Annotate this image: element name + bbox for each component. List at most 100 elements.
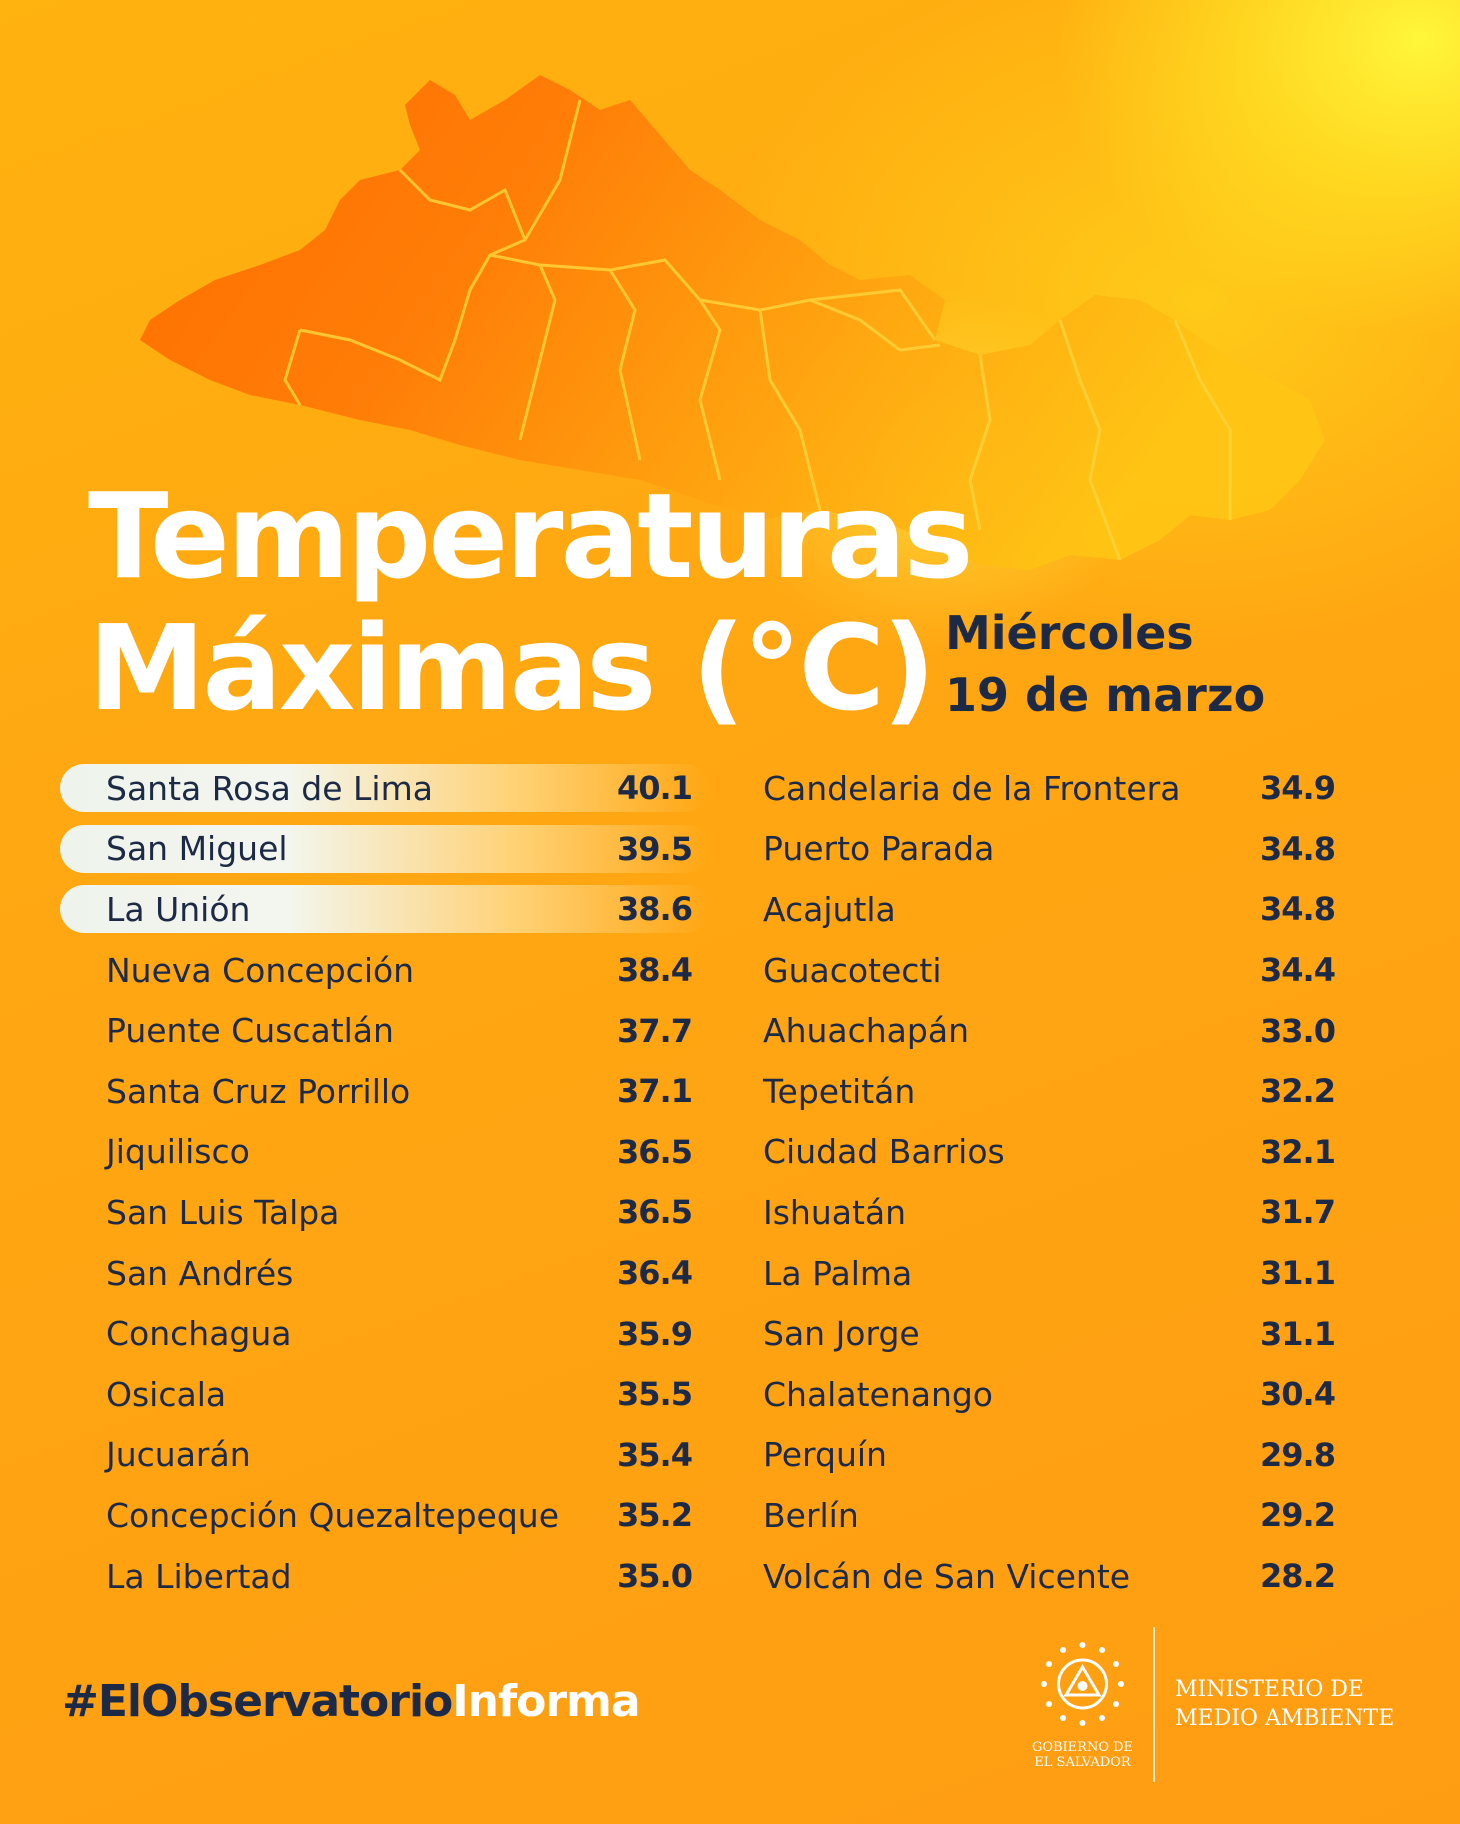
location-name: Ishuatán — [763, 1192, 907, 1232]
temperature-value: 36.4 — [617, 1254, 693, 1293]
temperature-value: 29.2 — [1260, 1496, 1336, 1535]
hashtag-part-2: Informa — [452, 1676, 640, 1727]
location-name: Ciudad Barrios — [763, 1132, 1005, 1172]
temperature-value: 32.2 — [1260, 1072, 1336, 1111]
location-name: Santa Rosa de Lima — [106, 768, 433, 808]
location-name: Ahuachapán — [763, 1011, 969, 1051]
temperature-value: 40.1 — [617, 769, 693, 808]
location-name: Puerto Parada — [763, 829, 995, 869]
location-name: Osicala — [106, 1374, 227, 1414]
temperature-value: 39.5 — [617, 829, 693, 868]
temperature-value: 36.5 — [617, 1193, 693, 1232]
list-item: Volcán de San Vicente 28.2 — [720, 1546, 1360, 1607]
location-name: La Libertad — [106, 1556, 292, 1596]
temperature-value: 29.8 — [1260, 1435, 1336, 1474]
list-item: Jiquilisco 36.5 — [60, 1122, 700, 1183]
list-item: Candelaria de la Frontera 34.9 — [720, 758, 1360, 819]
temperature-value: 34.9 — [1260, 769, 1336, 808]
hashtag-part-1: #ElObservatorio — [62, 1676, 453, 1727]
ministry-logo: GOBIERNO DE EL SALVADOR MINISTERIO DE ME… — [1020, 1625, 1420, 1785]
temperature-value: 34.4 — [1260, 951, 1336, 990]
location-name: Nueva Concepción — [106, 950, 415, 990]
list-item: Tepetitán 32.2 — [720, 1061, 1360, 1122]
list-item: Santa Rosa de Lima 40.1 — [60, 758, 710, 819]
title-line-1: Temperaturas — [88, 467, 974, 605]
list-item: San Andrés 36.4 — [60, 1243, 700, 1304]
list-item: Ahuachapán 33.0 — [720, 1000, 1360, 1061]
list-item: Perquín 29.8 — [720, 1425, 1360, 1486]
temperature-value: 34.8 — [1260, 890, 1336, 929]
gov-text: GOBIERNO DE EL SALVADOR — [1020, 1740, 1145, 1770]
location-name: Chalatenango — [763, 1374, 994, 1414]
location-name: Tepetitán — [763, 1071, 916, 1111]
list-item: Acajutla 34.8 — [720, 879, 1360, 940]
title-line-2: Máximas (°C) — [88, 599, 936, 737]
location-name: Puente Cuscatlán — [106, 1011, 394, 1051]
list-item: Concepción Quezaltepeque 35.2 — [60, 1485, 700, 1546]
location-name: Volcán de San Vicente — [763, 1556, 1131, 1596]
gov-line-1: GOBIERNO DE — [1031, 1740, 1134, 1755]
temperature-value: 35.9 — [617, 1314, 693, 1353]
temperature-value: 31.7 — [1260, 1193, 1336, 1232]
list-item: Ishuatán 31.7 — [720, 1182, 1360, 1243]
temperature-value: 31.1 — [1260, 1254, 1336, 1293]
location-name: Concepción Quezaltepeque — [106, 1495, 560, 1535]
location-name: Candelaria de la Frontera — [763, 768, 1181, 808]
location-name: Perquín — [763, 1435, 887, 1475]
list-item: San Jorge 31.1 — [720, 1303, 1360, 1364]
location-name: San Luis Talpa — [106, 1192, 340, 1232]
list-item: Osicala 35.5 — [60, 1364, 700, 1425]
list-item: Guacotecti 34.4 — [720, 940, 1360, 1001]
page-title: Temperaturas Máximas (°C) — [88, 467, 974, 737]
temperature-value: 35.5 — [617, 1375, 693, 1414]
temperature-value: 38.4 — [617, 951, 693, 990]
temperature-value: 36.5 — [617, 1132, 693, 1171]
coat-of-arms-icon — [1041, 1642, 1124, 1726]
temperature-value: 28.2 — [1260, 1557, 1336, 1596]
list-item: Chalatenango 30.4 — [720, 1364, 1360, 1425]
divider — [1153, 1627, 1155, 1782]
list-item: Ciudad Barrios 32.1 — [720, 1122, 1360, 1183]
right-column: Candelaria de la Frontera 34.9 Puerto Par… — [720, 758, 1360, 1606]
hashtag: #ElObservatorioInforma — [62, 1676, 641, 1727]
list-item: La Palma 31.1 — [720, 1243, 1360, 1304]
list-item: Puerto Parada 34.8 — [720, 819, 1360, 880]
temperature-value: 35.0 — [617, 1557, 693, 1596]
list-item: Santa Cruz Porrillo 37.1 — [60, 1061, 700, 1122]
location-name: San Miguel — [106, 829, 288, 869]
temperature-value: 33.0 — [1260, 1011, 1336, 1050]
ministry-line-2: MEDIO AMBIENTE — [1175, 1706, 1395, 1731]
temperature-value: 38.6 — [617, 890, 693, 929]
list-item: Nueva Concepción 38.4 — [60, 940, 700, 1001]
location-name: Jucuarán — [106, 1435, 251, 1475]
location-name: Jiquilisco — [106, 1132, 250, 1172]
list-item: Puente Cuscatlán 37.7 — [60, 1000, 700, 1061]
list-item: San Miguel 39.5 — [60, 819, 710, 880]
location-name: Acajutla — [763, 889, 896, 929]
weekday: Miércoles — [945, 606, 1194, 660]
temperature-value: 37.7 — [617, 1011, 693, 1050]
list-item: Berlín 29.2 — [720, 1485, 1360, 1546]
temperature-value: 35.4 — [617, 1435, 693, 1474]
list-item: La Unión 38.6 — [60, 879, 710, 940]
location-name: Conchagua — [106, 1314, 292, 1354]
ministry-name: MINISTERIO DE MEDIO AMBIENTE — [1175, 1675, 1415, 1733]
list-item: San Luis Talpa 36.5 — [60, 1182, 700, 1243]
location-name: San Jorge — [763, 1314, 920, 1354]
day: 19 de marzo — [945, 668, 1266, 722]
map-shape — [140, 75, 1325, 570]
location-name: Guacotecti — [763, 950, 942, 990]
left-column: Santa Rosa de Lima 40.1 San Miguel 39.5 La… — [60, 758, 710, 1607]
temperature-value: 34.8 — [1260, 829, 1336, 868]
gov-line-2: EL SALVADOR — [1034, 1755, 1131, 1770]
temperature-value: 31.1 — [1260, 1314, 1336, 1353]
temperature-value: 30.4 — [1260, 1375, 1336, 1414]
ministry-line-1: MINISTERIO DE — [1175, 1677, 1364, 1702]
location-name: Santa Cruz Porrillo — [106, 1071, 411, 1111]
list-item: Jucuarán 35.4 — [60, 1425, 700, 1486]
location-name: La Palma — [763, 1253, 913, 1293]
temperature-value: 37.1 — [617, 1072, 693, 1111]
list-item: La Libertad 35.0 — [60, 1546, 700, 1607]
list-item: Conchagua 35.9 — [60, 1303, 700, 1364]
